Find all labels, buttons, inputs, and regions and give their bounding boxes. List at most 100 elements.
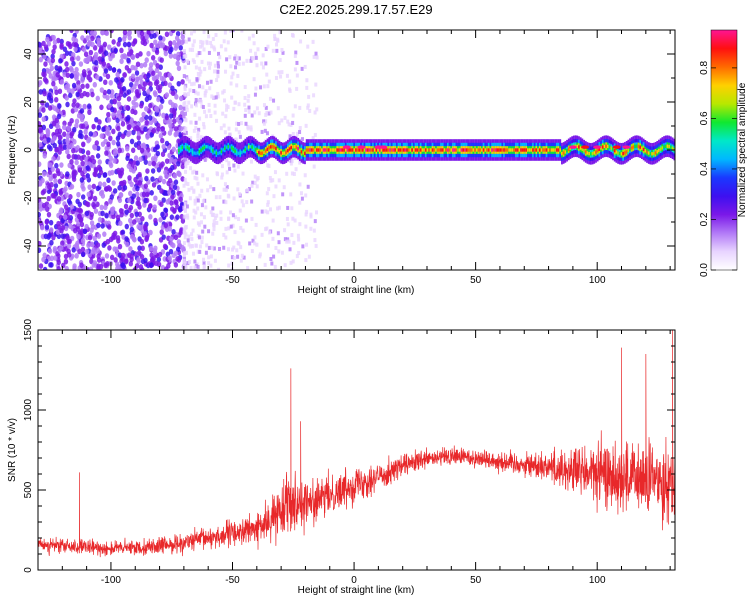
heatmap-cell [254,55,258,60]
heatmap-cell [129,181,134,188]
heatmap-cell [103,79,108,86]
heatmap-cell [78,61,84,67]
heatmap-cell [313,238,317,243]
heatmap-cell [46,57,51,63]
heatmap-cell [579,146,582,150]
heatmap-cell [137,83,143,90]
heatmap-cell [238,134,242,139]
heatmap-cell [379,145,388,149]
heatmap-cell [151,128,156,134]
heatmap-cell [249,159,253,164]
heatmap-cell [169,236,174,242]
heatmap-cell [245,200,249,205]
heatmap-cell [199,212,203,217]
heatmap-cell [222,123,226,128]
heatmap-cell [63,84,69,91]
heatmap-cell [207,108,211,113]
heatmap-cell [304,224,308,229]
colorbar-gradient [710,29,738,271]
heatmap-cell [81,186,86,192]
heatmap-cell [629,147,631,151]
heatmap-cell [168,40,173,47]
heatmap-cell [80,238,86,244]
heatmap-cell [365,148,368,152]
heatmap-cell [204,89,208,94]
heatmap-cell [194,210,198,215]
heatmap-cell [266,84,270,89]
heatmap-cell [265,72,269,77]
heatmap-cell [82,72,87,78]
heatmap-cell [137,171,142,178]
heatmap-cell [261,65,265,70]
heatmap-cell [664,144,667,149]
heatmap-cell [508,148,511,152]
heatmap-cell [520,148,522,152]
heatmap-cell [458,148,461,152]
heatmap-cell [117,113,123,120]
heatmap-cell [228,132,232,137]
heatmap-cell [62,71,67,78]
heatmap-cell [91,201,96,208]
heatmap-cell [86,191,91,198]
heatmap-cell [309,212,313,217]
heatmap-cell [218,55,222,60]
heatmap-cell [64,61,69,67]
heatmap-cell [617,151,620,155]
heatmap-cell [268,96,272,101]
heatmap-cell [85,35,90,41]
heatmap-cell [184,39,188,44]
heatmap-cell [171,30,176,34]
heatmap-cell [251,238,255,243]
heatmap-cell [217,267,221,270]
heatmap-cell [188,259,192,264]
heatmap-cell [242,149,245,153]
heatmap-cell [42,71,47,78]
heatmap-cell [253,235,257,240]
heatmap-cell [654,151,657,155]
heatmap-cell [210,147,213,151]
colorbar-ticks: 0.00.20.40.60.8 [699,61,737,277]
snr-frame [37,329,676,571]
heatmap-cell [287,148,289,153]
heatmap-cell [39,224,45,231]
heatmap-cell [140,258,146,265]
heatmap-cell [174,94,179,100]
heatmap-cell [139,102,144,109]
heatmap-cell [76,154,81,160]
heatmap-cell [382,148,385,152]
heatmap-cell [195,170,199,175]
heatmap-cell [412,148,415,152]
heatmap-cell [525,148,528,152]
heatmap-cell [253,241,257,246]
heatmap-cell [367,148,369,152]
heatmap-cell [311,136,315,141]
heatmap-cell [117,147,122,154]
heatmap-cell [295,131,299,136]
snr-x-tick-label: 0 [351,575,357,586]
heatmap-cell [59,53,64,60]
heatmap-cell [57,88,63,95]
heatmap-cell [129,49,134,55]
heatmap-cell [482,148,485,152]
heatmap-cell [81,46,87,53]
heatmap-cell [243,85,247,90]
heatmap-cell [111,67,117,73]
heatmap-cell [276,38,280,43]
heatmap-cell [591,151,594,156]
heatmap-cell [195,77,199,82]
heatmap-cell [226,247,230,252]
heatmap-cell [145,191,150,198]
heatmap-cell [224,69,228,74]
heatmap-cell [224,114,228,119]
heatmap-cell [652,151,655,156]
heatmap-cell [189,265,193,270]
heatmap-cell [128,190,133,197]
heatmap-cell [43,44,49,50]
heatmap-cell [80,160,85,167]
heatmap-cell [251,33,255,38]
heatmap-cell [254,222,258,227]
heatmap-cell [86,74,91,81]
heatmap-cell [118,192,123,198]
heatmap-cell [600,146,602,150]
heatmap-cell [247,145,250,149]
